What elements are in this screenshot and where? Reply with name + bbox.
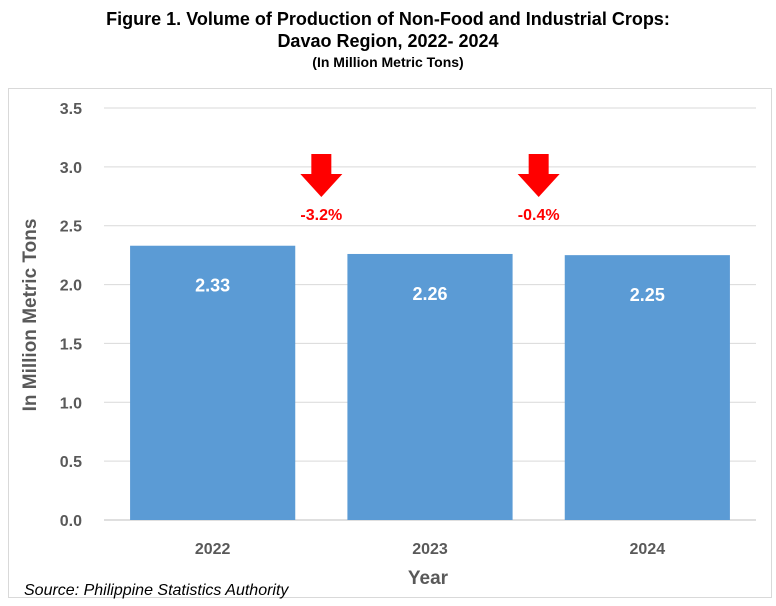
y-tick-label: 2.5 — [60, 219, 82, 236]
bar — [564, 255, 730, 520]
y-tick-label: 0.0 — [60, 513, 82, 530]
data-label: 2.33 — [195, 276, 230, 296]
y-tick-label: 2.0 — [60, 278, 82, 295]
data-label: 2.26 — [412, 284, 447, 304]
x-tick-label: 2022 — [195, 541, 231, 558]
source-note: Source: Philippine Statistics Authority — [24, 582, 289, 599]
bar — [347, 253, 513, 521]
chart-title-block: Figure 1. Volume of Production of Non-Fo… — [0, 8, 776, 72]
change-annotation: -0.4% — [518, 207, 560, 224]
data-label: 2.25 — [630, 285, 665, 305]
bars: 2.33 2022 2.26 2023 2.25 2024 — [130, 245, 730, 558]
y-tick-label: 3.5 — [60, 101, 82, 118]
chart-subtitle: (In Million Metric Tons) — [312, 54, 464, 70]
down-arrow-icon — [300, 154, 343, 197]
y-axis-label: In Million Metric Tons — [20, 219, 41, 412]
y-tick-label: 1.5 — [60, 336, 82, 353]
annotations: -3.2% -0.4% — [300, 154, 560, 224]
bar — [130, 245, 296, 520]
x-axis-label: Year — [408, 568, 449, 589]
chart-title-line-1: Figure 1. Volume of Production of Non-Fo… — [106, 9, 670, 29]
y-tick-label: 0.5 — [60, 454, 82, 471]
down-arrow-icon — [517, 154, 560, 197]
chart-title-line-2: Davao Region, 2022- 2024 — [277, 31, 499, 51]
y-tick-label: 3.0 — [60, 160, 82, 177]
y-tick-label: 1.0 — [60, 395, 82, 412]
change-annotation: -3.2% — [300, 207, 342, 224]
x-tick-label: 2023 — [412, 541, 448, 558]
x-tick-label: 2024 — [630, 541, 666, 558]
plot-frame — [8, 88, 772, 598]
